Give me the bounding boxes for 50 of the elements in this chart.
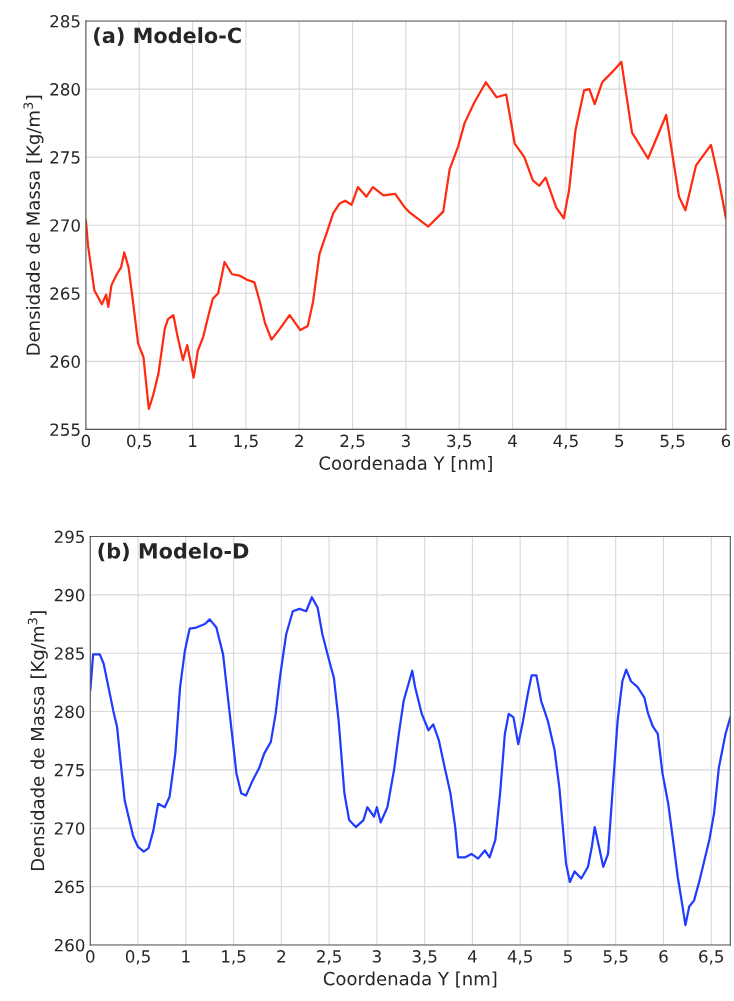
x-tick-label: 6 xyxy=(721,434,731,448)
x-tick-label: 6 xyxy=(659,950,668,963)
y-tick-label: 280 xyxy=(54,705,85,719)
x-tick-label: 0 xyxy=(81,434,91,448)
x-tick-label: 5,5 xyxy=(603,950,628,965)
y-tick-label: 285 xyxy=(54,647,84,660)
y-tick-label: 260 xyxy=(54,938,85,952)
chart-title: (a) Modelo-C xyxy=(94,27,241,46)
y-axis-title: Densidade de Massa [Kg/m$^{3}$] xyxy=(23,95,44,355)
x-tick-label: 0,5 xyxy=(127,434,152,449)
x-axis-title: Coordenada Y [nm] xyxy=(323,971,497,988)
line-series xyxy=(90,596,731,927)
x-tick-label: 3 xyxy=(372,950,381,963)
y-axis-title: Densidade de Massa [Kg/m$^{3}$] xyxy=(27,611,48,871)
y-tick-label: 265 xyxy=(54,880,84,894)
x-tick-label: 4,5 xyxy=(507,950,532,965)
x-tick-label: 5 xyxy=(563,950,572,963)
y-tick-label: 275 xyxy=(50,151,80,164)
x-tick-label: 1 xyxy=(189,434,197,447)
x-tick-label: 3,5 xyxy=(447,434,472,449)
y-tick-label: 260 xyxy=(50,355,80,368)
x-tick-label: 5 xyxy=(615,434,624,448)
x-tick-label: 4 xyxy=(467,950,477,963)
x-tick-label: 2 xyxy=(295,434,303,447)
y-tick-label: 255 xyxy=(50,423,80,436)
y-tick-label: 270 xyxy=(50,219,80,232)
y-tick-label: 275 xyxy=(54,763,84,777)
y-tick-label: 265 xyxy=(50,287,80,300)
y-tick-label: 290 xyxy=(54,588,85,602)
x-tick-label: 2,5 xyxy=(317,950,341,965)
y-tick-label: 280 xyxy=(50,83,80,96)
line-series xyxy=(85,60,726,411)
x-tick-label: 1 xyxy=(182,950,190,963)
x-tick-label: 0 xyxy=(86,950,95,963)
x-tick-label: 4,5 xyxy=(553,434,578,449)
x-tick-label: 3,5 xyxy=(412,950,437,965)
chart-title: (b) Modelo-D xyxy=(98,542,249,562)
y-tick-label: 285 xyxy=(50,14,80,28)
x-tick-label: 0,5 xyxy=(125,950,150,965)
x-tick-label: 3 xyxy=(401,434,410,448)
x-tick-label: 1,5 xyxy=(222,950,246,965)
x-tick-label: 1,5 xyxy=(234,434,258,449)
x-tick-label: 6,5 xyxy=(699,950,724,965)
x-tick-label: 2,5 xyxy=(340,434,365,449)
x-tick-label: 5,5 xyxy=(660,434,685,449)
x-tick-label: 2 xyxy=(277,950,285,963)
x-tick-label: 4 xyxy=(508,434,517,447)
y-tick-label: 270 xyxy=(54,822,85,835)
y-tick-label: 295 xyxy=(54,530,84,544)
x-axis-title: Coordenada Y [nm] xyxy=(319,455,492,473)
